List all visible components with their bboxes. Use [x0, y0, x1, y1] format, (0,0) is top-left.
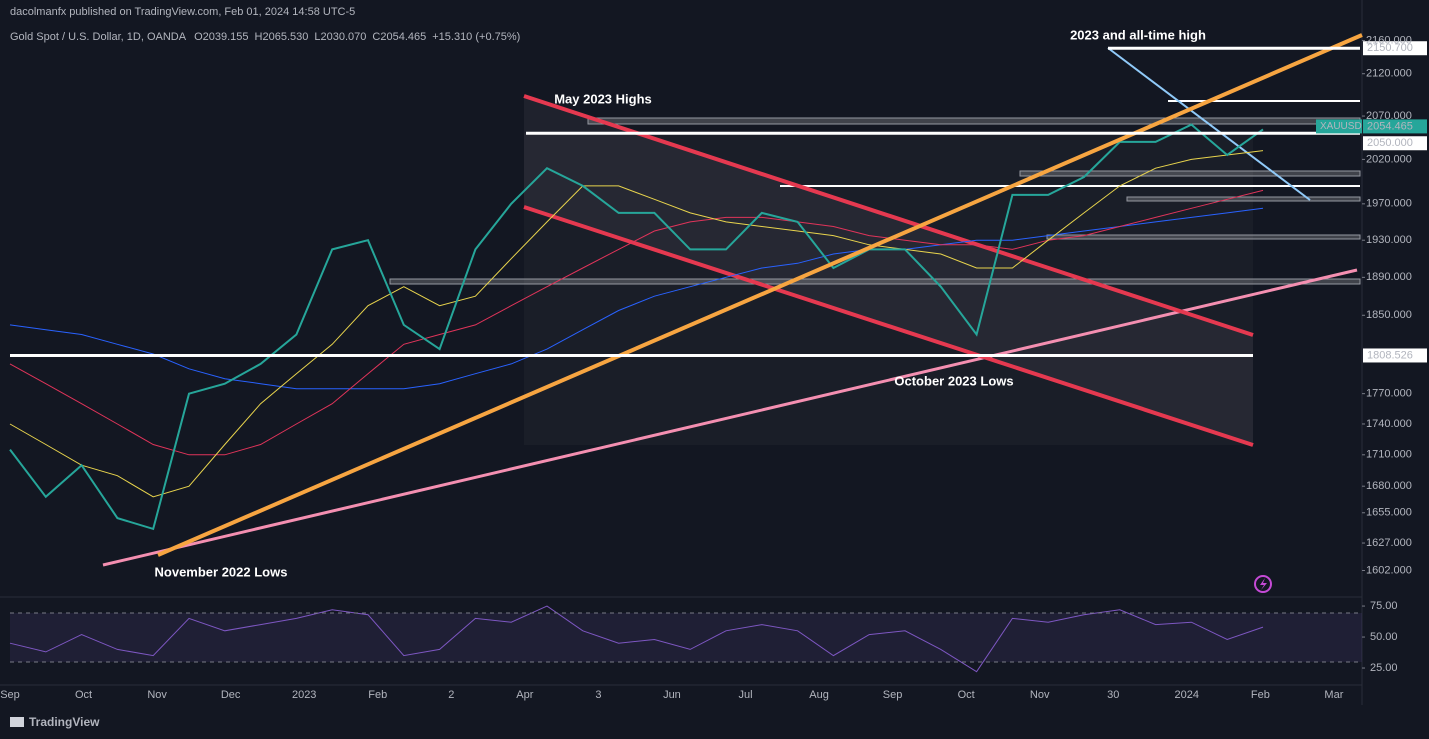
ohlc-key: O [194, 31, 203, 43]
price-line [9, 123, 1264, 531]
x-tick-label: Aug [809, 689, 829, 701]
y-tick-label: 1930.000 [1366, 234, 1412, 246]
zone [587, 117, 1361, 125]
level-label-box [1363, 348, 1427, 363]
y-tick-label: 1850.000 [1366, 309, 1412, 321]
annotation: October 2023 Lows [894, 373, 1013, 388]
level-label: 2150.700 [1367, 42, 1413, 54]
x-tick-label: Oct [75, 689, 92, 701]
channel-fill [524, 96, 1253, 445]
logo [10, 717, 24, 727]
x-tick-label: Sep [0, 689, 20, 701]
alert-icon[interactable] [1254, 575, 1272, 593]
zone [389, 278, 1361, 285]
x-tick-label: Dec [221, 689, 241, 701]
series-group [9, 123, 1264, 673]
zone [1046, 234, 1361, 240]
channel-line [523, 94, 1254, 337]
last-price-label: 2054.465 [1367, 120, 1413, 132]
y-tick-label: 2070.000 [1366, 110, 1412, 122]
rsi-tick-label: 75.00 [1370, 600, 1398, 612]
moving-average [9, 189, 1264, 456]
y-tick-label: 1970.000 [1366, 198, 1412, 210]
change: +15.310 (+0.75%) [432, 31, 520, 43]
rsi-tick-label: 50.00 [1370, 631, 1398, 643]
x-tick-label: Nov [1030, 689, 1050, 701]
annotation: May 2023 Highs [554, 91, 652, 106]
ohlc-value: 2030.070 [321, 31, 367, 43]
moving-average [9, 207, 1264, 390]
y-tick-label: 1680.000 [1366, 480, 1412, 492]
ohlc-key: C [372, 31, 380, 43]
alert-icon-bolt [1260, 578, 1267, 590]
brand: TradingView [29, 715, 100, 729]
zone [1126, 196, 1361, 202]
ohlc-key: H [255, 31, 263, 43]
x-tick-label: Sep [883, 689, 903, 701]
annotation: 2023 and all-time high [1070, 27, 1206, 42]
x-tick-label: Mar [1324, 689, 1343, 701]
y-tick-label: 1890.000 [1366, 271, 1412, 283]
y-tick-label: 1740.000 [1366, 418, 1412, 430]
x-tick-label: Jul [738, 689, 752, 701]
rsi-tick-label: 25.00 [1370, 662, 1398, 674]
ohlc-value: 2039.155 [203, 31, 249, 43]
published: dacolmanfx published on TradingView.com,… [10, 6, 355, 18]
x-tick-label: 2024 [1175, 689, 1199, 701]
rsi-band [10, 613, 1362, 662]
symbol: Gold Spot / U.S. Dollar, 1D, OANDA [10, 31, 187, 43]
y-tick-label: 2020.000 [1366, 153, 1412, 165]
trendline [157, 33, 1363, 557]
y-tick-label: 2160.000 [1366, 34, 1412, 46]
annotation: November 2022 Lows [155, 564, 288, 579]
x-tick-label: 2023 [292, 689, 316, 701]
x-tick-label: 30 [1107, 689, 1119, 701]
x-tick-label: Oct [958, 689, 975, 701]
x-tick-label: 3 [595, 689, 601, 701]
x-tick-label: Nov [147, 689, 167, 701]
range-box [524, 133, 1253, 445]
y-tick-label: 1655.000 [1366, 507, 1412, 519]
levels-group: 2150.700 2050.000 1808.526 XAUUSD 2054.465 [10, 41, 1427, 363]
level-label-box [1363, 136, 1427, 151]
ohlc-value: 2065.530 [262, 31, 308, 43]
x-tick-label: Feb [1251, 689, 1270, 701]
zone [1019, 170, 1361, 177]
level-label: 1808.526 [1367, 349, 1413, 361]
y-tick-label: 1770.000 [1366, 388, 1412, 400]
moving-average [9, 150, 1264, 498]
x-tick-label: Apr [516, 689, 533, 701]
last-price-box [1363, 119, 1427, 134]
x-tick-label: Jun [663, 689, 681, 701]
trendline [102, 268, 1358, 567]
ohlc-key: L [314, 31, 320, 43]
x-tick-label: 2 [448, 689, 454, 701]
rsi-line [9, 605, 1264, 673]
y-tick-label: 1627.000 [1366, 537, 1412, 549]
last-price-tag [1316, 119, 1362, 134]
ohlc-value: 2054.465 [380, 31, 426, 43]
level-label: 2050.000 [1367, 137, 1413, 149]
y-tick-label: 1710.000 [1366, 449, 1412, 461]
level-label-box [1363, 41, 1427, 56]
last-symbol: XAUUSD [1320, 121, 1362, 132]
x-tick-label: Feb [368, 689, 387, 701]
y-tick-label: 1602.000 [1366, 564, 1412, 576]
y-tick-label: 2120.000 [1366, 68, 1412, 80]
trendline [1107, 47, 1311, 201]
channel-line [523, 205, 1254, 447]
